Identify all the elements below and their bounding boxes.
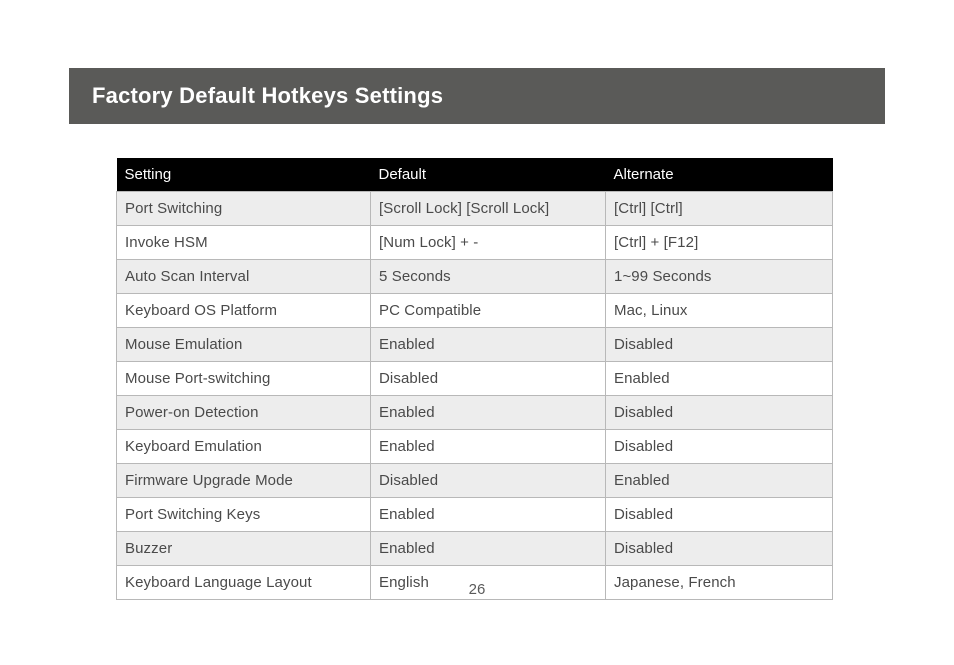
cell-default: Enabled (371, 396, 606, 430)
cell-setting: Keyboard OS Platform (117, 294, 371, 328)
cell-setting: Mouse Emulation (117, 328, 371, 362)
section-header: Factory Default Hotkeys Settings (69, 68, 885, 124)
cell-alternate: Mac, Linux (606, 294, 833, 328)
cell-setting: Invoke HSM (117, 226, 371, 260)
settings-table-container: Setting Default Alternate Port Switching… (116, 158, 832, 600)
cell-default: Enabled (371, 532, 606, 566)
cell-setting: Buzzer (117, 532, 371, 566)
table-row: Invoke HSM [Num Lock] + - [Ctrl] + [F12] (117, 226, 833, 260)
cell-default: [Num Lock] + - (371, 226, 606, 260)
column-header-alternate: Alternate (606, 158, 833, 192)
cell-default: Enabled (371, 328, 606, 362)
cell-setting: Keyboard Emulation (117, 430, 371, 464)
cell-setting: Firmware Upgrade Mode (117, 464, 371, 498)
table-row: Power-on Detection Enabled Disabled (117, 396, 833, 430)
cell-alternate: Disabled (606, 396, 833, 430)
cell-alternate: [Ctrl] [Ctrl] (606, 192, 833, 226)
cell-setting: Port Switching Keys (117, 498, 371, 532)
cell-setting: Auto Scan Interval (117, 260, 371, 294)
cell-alternate: Disabled (606, 532, 833, 566)
column-header-setting: Setting (117, 158, 371, 192)
table-header-row: Setting Default Alternate (117, 158, 833, 192)
cell-default: Disabled (371, 464, 606, 498)
page-number: 26 (0, 581, 954, 598)
cell-setting: Power-on Detection (117, 396, 371, 430)
table-row: Mouse Emulation Enabled Disabled (117, 328, 833, 362)
table-row: Port Switching Keys Enabled Disabled (117, 498, 833, 532)
column-header-default: Default (371, 158, 606, 192)
cell-default: Disabled (371, 362, 606, 396)
table-row: Keyboard Emulation Enabled Disabled (117, 430, 833, 464)
cell-default: Enabled (371, 498, 606, 532)
cell-default: PC Compatible (371, 294, 606, 328)
cell-alternate: Disabled (606, 498, 833, 532)
cell-alternate: 1~99 Seconds (606, 260, 833, 294)
table-row: Firmware Upgrade Mode Disabled Enabled (117, 464, 833, 498)
table-row: Mouse Port-switching Disabled Enabled (117, 362, 833, 396)
cell-alternate: Disabled (606, 328, 833, 362)
cell-alternate: Disabled (606, 430, 833, 464)
settings-table: Setting Default Alternate Port Switching… (116, 158, 833, 600)
table-row: Port Switching [Scroll Lock] [Scroll Loc… (117, 192, 833, 226)
cell-default: 5 Seconds (371, 260, 606, 294)
cell-alternate: Enabled (606, 464, 833, 498)
cell-setting: Port Switching (117, 192, 371, 226)
table-row: Auto Scan Interval 5 Seconds 1~99 Second… (117, 260, 833, 294)
table-row: Buzzer Enabled Disabled (117, 532, 833, 566)
cell-default: [Scroll Lock] [Scroll Lock] (371, 192, 606, 226)
cell-alternate: Enabled (606, 362, 833, 396)
section-title: Factory Default Hotkeys Settings (92, 83, 443, 109)
table-row: Keyboard OS Platform PC Compatible Mac, … (117, 294, 833, 328)
cell-alternate: [Ctrl] + [F12] (606, 226, 833, 260)
cell-default: Enabled (371, 430, 606, 464)
cell-setting: Mouse Port-switching (117, 362, 371, 396)
